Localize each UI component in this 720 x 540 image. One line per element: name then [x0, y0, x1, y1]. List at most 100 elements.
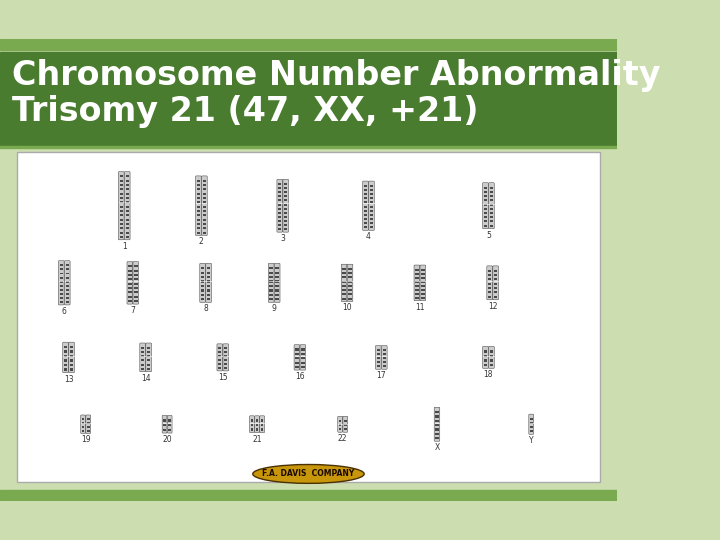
FancyBboxPatch shape: [338, 416, 343, 432]
Bar: [197, 184, 200, 186]
FancyBboxPatch shape: [269, 264, 274, 302]
Bar: [218, 355, 222, 357]
Text: 21: 21: [252, 435, 262, 443]
Bar: [120, 193, 123, 195]
FancyBboxPatch shape: [482, 347, 488, 368]
Bar: [377, 357, 380, 359]
FancyBboxPatch shape: [63, 342, 68, 373]
Bar: [348, 268, 352, 270]
Bar: [134, 283, 138, 285]
Text: Chromosome Number Abnormality: Chromosome Number Abnormality: [12, 59, 660, 92]
Bar: [251, 420, 253, 422]
FancyBboxPatch shape: [489, 347, 494, 368]
Text: 6: 6: [62, 307, 67, 316]
Bar: [256, 424, 258, 426]
Bar: [66, 268, 69, 271]
Bar: [120, 201, 123, 204]
Bar: [70, 364, 73, 366]
Bar: [377, 361, 380, 363]
Text: 8: 8: [203, 304, 208, 313]
FancyBboxPatch shape: [528, 414, 534, 434]
Bar: [134, 287, 138, 289]
Bar: [370, 210, 373, 212]
Bar: [488, 296, 491, 298]
Bar: [278, 216, 282, 218]
Bar: [256, 420, 258, 422]
Bar: [295, 348, 299, 350]
Bar: [218, 352, 222, 353]
Bar: [201, 285, 204, 287]
Bar: [120, 188, 123, 191]
Bar: [128, 292, 132, 293]
Bar: [488, 292, 491, 293]
FancyBboxPatch shape: [250, 416, 254, 433]
Text: 11: 11: [415, 302, 425, 312]
Bar: [120, 210, 123, 212]
Bar: [197, 219, 200, 221]
Bar: [224, 355, 228, 357]
Bar: [224, 359, 228, 361]
Bar: [370, 197, 373, 199]
Bar: [436, 428, 438, 430]
Bar: [141, 347, 145, 349]
Bar: [202, 232, 206, 234]
Bar: [60, 301, 63, 303]
Bar: [415, 273, 418, 274]
Bar: [342, 276, 346, 279]
Bar: [207, 272, 210, 274]
Bar: [295, 362, 299, 364]
Bar: [70, 360, 73, 362]
Bar: [348, 289, 352, 291]
Bar: [120, 227, 123, 230]
Bar: [494, 287, 498, 289]
Bar: [421, 276, 425, 279]
Bar: [224, 347, 228, 349]
Bar: [490, 212, 493, 214]
Bar: [218, 363, 222, 365]
Bar: [168, 429, 171, 431]
Bar: [64, 350, 67, 353]
Bar: [382, 361, 386, 363]
Bar: [147, 347, 150, 349]
Bar: [134, 300, 138, 302]
Bar: [284, 191, 287, 193]
Bar: [284, 220, 287, 222]
Bar: [120, 223, 123, 225]
Bar: [278, 220, 282, 222]
Text: 18: 18: [484, 370, 493, 379]
Bar: [415, 285, 418, 287]
Bar: [207, 294, 210, 296]
Bar: [490, 195, 493, 197]
Bar: [370, 185, 373, 187]
Bar: [224, 367, 228, 369]
Bar: [301, 366, 305, 368]
FancyBboxPatch shape: [493, 266, 498, 300]
FancyBboxPatch shape: [202, 176, 207, 235]
Bar: [66, 276, 69, 279]
Bar: [484, 364, 487, 366]
FancyBboxPatch shape: [206, 264, 212, 302]
Bar: [344, 420, 346, 422]
Bar: [0, 51, 617, 146]
Bar: [201, 294, 204, 296]
FancyBboxPatch shape: [274, 264, 280, 302]
Bar: [207, 285, 210, 287]
Text: 12: 12: [488, 302, 498, 310]
Bar: [276, 272, 279, 274]
Bar: [64, 346, 67, 348]
Bar: [64, 368, 67, 370]
Bar: [201, 276, 204, 278]
FancyBboxPatch shape: [414, 265, 420, 301]
Bar: [530, 417, 533, 420]
Bar: [82, 418, 84, 420]
Bar: [120, 219, 123, 221]
FancyBboxPatch shape: [255, 416, 259, 433]
Bar: [218, 367, 222, 369]
Bar: [251, 424, 253, 426]
FancyBboxPatch shape: [260, 416, 264, 433]
Bar: [301, 362, 305, 364]
Bar: [202, 227, 206, 230]
Bar: [64, 360, 67, 362]
Bar: [128, 265, 132, 267]
Bar: [342, 281, 346, 282]
